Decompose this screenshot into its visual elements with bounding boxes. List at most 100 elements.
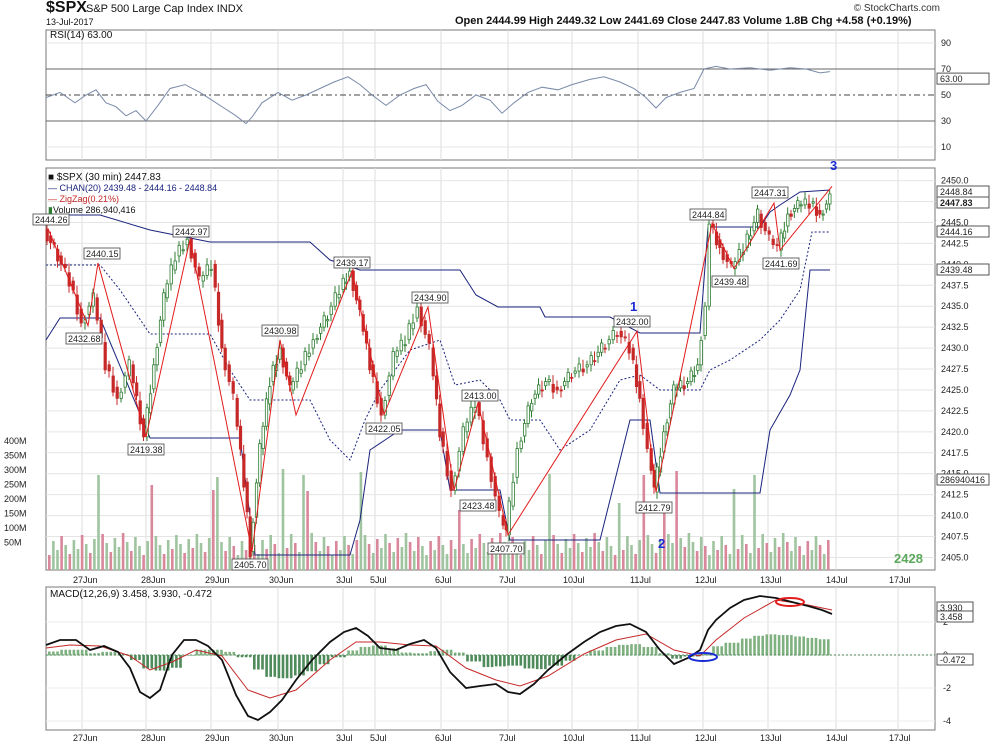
x-tick-label: 5Jul bbox=[370, 575, 387, 585]
volume-bar bbox=[613, 555, 617, 570]
macd-histogram-bar bbox=[76, 649, 80, 656]
volume-bar bbox=[822, 554, 826, 570]
macd-histogram-bar bbox=[138, 655, 141, 661]
volume-bar bbox=[314, 542, 318, 570]
candle-body bbox=[786, 213, 790, 227]
volume-bar bbox=[540, 554, 543, 570]
volume-bar bbox=[318, 551, 322, 570]
instrument-name: S&P 500 Large Cap Index INDX bbox=[86, 3, 243, 15]
candle-body bbox=[423, 320, 427, 335]
macd-histogram-bar bbox=[507, 655, 510, 666]
candle-body bbox=[782, 230, 787, 239]
candle-body bbox=[756, 208, 760, 223]
macd-histogram-bar bbox=[667, 653, 670, 656]
swing-label-box bbox=[333, 256, 371, 269]
macd-histogram-bar bbox=[564, 655, 568, 661]
volume-bar bbox=[421, 546, 424, 570]
volume-bar bbox=[548, 474, 551, 570]
volume-bar bbox=[679, 538, 682, 570]
macd-histogram-bar bbox=[396, 648, 400, 656]
volume-bar bbox=[388, 543, 391, 570]
price-tick: 2445.0 bbox=[941, 217, 969, 227]
macd-histogram-bar bbox=[84, 649, 88, 656]
macd-histogram-bar bbox=[675, 655, 678, 659]
macd-histogram-bar bbox=[556, 655, 559, 666]
candle-body bbox=[792, 208, 797, 212]
swing-label-box bbox=[83, 247, 121, 260]
volume-bar bbox=[626, 536, 629, 570]
macd-histogram-bar bbox=[458, 652, 461, 656]
volume-bar bbox=[593, 533, 596, 570]
volume-bar bbox=[638, 540, 641, 570]
macd-histogram-bar bbox=[367, 646, 371, 656]
macd-histogram-bar bbox=[515, 655, 518, 666]
x-tick-label: 29Jun bbox=[205, 733, 230, 743]
macd-line bbox=[45, 595, 833, 722]
volume-bar bbox=[572, 534, 576, 570]
rsi-tick: 70 bbox=[941, 64, 951, 74]
candle-body bbox=[391, 351, 395, 377]
volume-bar bbox=[560, 553, 564, 570]
volume-bar bbox=[732, 489, 736, 570]
x-tick-label: 3Jul bbox=[336, 575, 353, 585]
candle-body bbox=[107, 364, 111, 372]
volume-bar bbox=[392, 552, 395, 570]
candle-body bbox=[544, 381, 548, 387]
legend-zigzag: — ZigZag(0.21%) bbox=[48, 194, 120, 204]
volume-bar bbox=[790, 551, 793, 570]
volume-bar bbox=[130, 551, 133, 570]
volume-bar bbox=[654, 553, 658, 570]
candle-body bbox=[789, 213, 793, 217]
swing-label-box bbox=[127, 443, 165, 456]
volume-bar bbox=[89, 553, 92, 570]
macd-histogram-bar bbox=[429, 651, 432, 656]
swing-label: 2439.48 bbox=[714, 277, 747, 287]
volume-bar bbox=[232, 546, 236, 570]
volume-bar bbox=[470, 539, 473, 570]
macd-histogram-bar bbox=[134, 655, 137, 661]
price-value-tag bbox=[936, 473, 990, 486]
source-credit[interactable]: © StockCharts.com bbox=[853, 3, 940, 14]
macd-histogram-bar bbox=[790, 635, 793, 656]
volume-bar bbox=[757, 548, 760, 570]
candle-body bbox=[665, 422, 669, 433]
candle-body bbox=[763, 222, 767, 232]
volume-bar bbox=[216, 477, 219, 570]
candle-body bbox=[75, 294, 79, 315]
rsi-legend: RSI(14) 63.00 bbox=[50, 30, 112, 41]
macd-histogram-bar bbox=[646, 646, 650, 656]
x-tick-label: 12Jul bbox=[695, 575, 717, 585]
x-tick-label: 17Jul bbox=[889, 575, 911, 585]
candle-body bbox=[668, 403, 673, 419]
candle-body bbox=[115, 386, 119, 399]
volume-bar bbox=[125, 542, 129, 570]
volume-bar bbox=[294, 543, 297, 570]
volume-bar bbox=[273, 544, 277, 570]
macd-histogram-bar bbox=[310, 655, 313, 672]
swing-label: 2439.17 bbox=[336, 258, 369, 268]
macd-histogram-bar bbox=[298, 655, 301, 676]
volume-bar bbox=[80, 535, 84, 570]
volume-bar bbox=[617, 503, 621, 570]
volume-bar bbox=[359, 472, 363, 570]
macd-histogram-bar bbox=[191, 655, 195, 656]
volume-bar bbox=[220, 542, 223, 570]
candle-body bbox=[299, 369, 303, 374]
volume-bar bbox=[380, 548, 383, 570]
macd-histogram-bar bbox=[617, 644, 621, 656]
candle-body bbox=[441, 431, 445, 447]
macd-histogram-bar bbox=[281, 655, 285, 679]
macd-histogram-bar bbox=[781, 635, 785, 656]
swing-label-box bbox=[459, 499, 497, 512]
volume-bar bbox=[753, 475, 756, 570]
macd-histogram-bar bbox=[64, 649, 67, 656]
volume-bar bbox=[347, 545, 350, 570]
macd-value-text: 3.458 bbox=[940, 612, 963, 622]
rsi-value-text: 63.00 bbox=[940, 74, 963, 84]
volume-bar bbox=[437, 536, 441, 570]
volume-bar bbox=[527, 550, 531, 570]
x-tick-label: 6Jul bbox=[435, 575, 452, 585]
macd-histogram-bar bbox=[273, 655, 277, 677]
macd-histogram-bar bbox=[814, 637, 818, 656]
price-tick: 2410.0 bbox=[941, 511, 969, 521]
